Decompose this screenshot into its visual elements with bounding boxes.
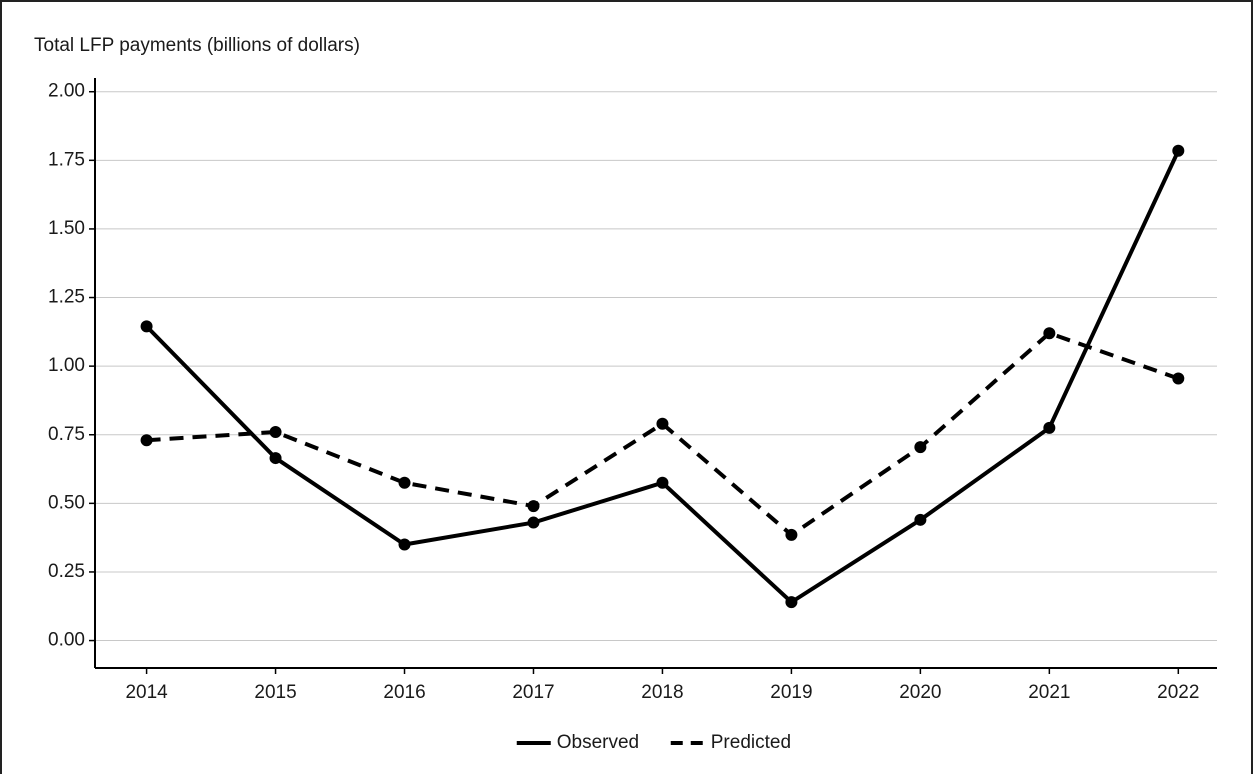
y-tick-label: 1.25 [48, 287, 85, 308]
x-tick-label: 2016 [383, 682, 425, 703]
data-point [785, 528, 798, 541]
data-point [398, 476, 411, 489]
data-point [527, 500, 540, 513]
x-tick-label: 2020 [899, 682, 941, 703]
data-point [140, 320, 153, 333]
x-tick-label: 2015 [254, 682, 296, 703]
x-tick-label: 2017 [512, 682, 554, 703]
y-tick-label: 0.50 [48, 492, 85, 513]
x-tick-label: 2022 [1157, 682, 1199, 703]
data-point [398, 538, 411, 551]
legend-label: Predicted [711, 732, 791, 753]
data-point [1043, 421, 1056, 434]
data-point [1043, 327, 1056, 340]
chart-title: Total LFP payments (billions of dollars) [34, 35, 360, 56]
data-point [527, 516, 540, 529]
data-point [1172, 144, 1185, 157]
data-point [785, 596, 798, 609]
x-tick-label: 2018 [641, 682, 683, 703]
y-tick-label: 0.25 [48, 561, 85, 582]
data-point [914, 441, 927, 454]
y-tick-label: 1.00 [48, 355, 85, 376]
series-line [146, 330, 1179, 538]
y-tick-label: 0.00 [48, 630, 85, 651]
x-tick-label: 2014 [125, 682, 168, 703]
x-tick-label: 2021 [1028, 682, 1070, 703]
data-point [1172, 372, 1185, 385]
y-tick-label: 2.00 [48, 81, 85, 102]
y-tick-label: 1.50 [48, 218, 85, 239]
data-point [269, 452, 282, 465]
data-point [656, 417, 669, 430]
data-point [656, 476, 669, 489]
y-tick-label: 0.75 [48, 424, 85, 445]
data-point [914, 513, 927, 526]
legend-label: Observed [557, 732, 639, 753]
y-tick-label: 1.75 [48, 149, 85, 170]
data-point [140, 434, 153, 447]
x-tick-label: 2019 [770, 682, 812, 703]
data-point [269, 426, 282, 438]
